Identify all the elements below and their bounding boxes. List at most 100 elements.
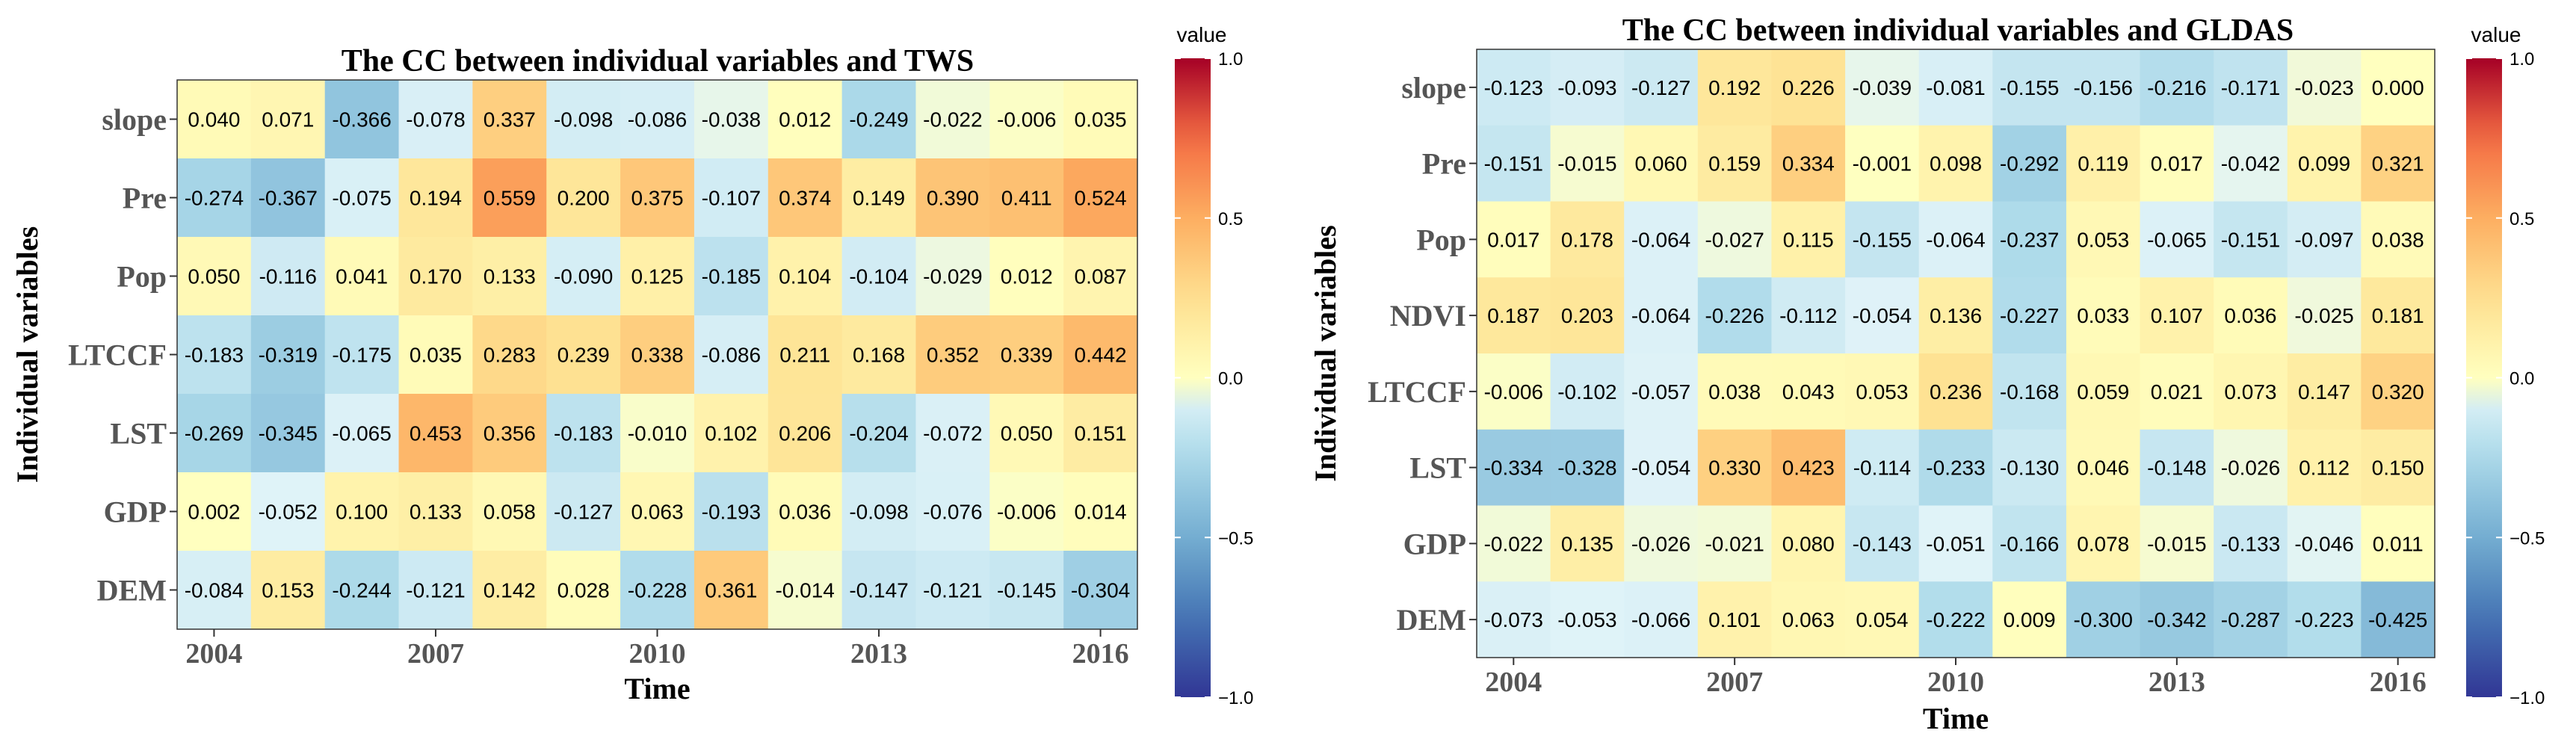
heatmap-cell	[694, 237, 769, 316]
cell-value-label: 0.099	[2298, 152, 2350, 176]
cell-value-label: -0.051	[1926, 532, 1985, 555]
heatmap-cell	[324, 158, 400, 238]
y-tick-label: slope	[102, 103, 167, 137]
heatmap-cell	[2214, 125, 2288, 202]
heatmap-cell	[620, 394, 695, 473]
heatmap-cell	[324, 80, 400, 159]
cell-value-label: -0.093	[1557, 76, 1616, 99]
heatmap-cell	[1992, 277, 2067, 354]
cell-value-label: -0.226	[1705, 304, 1764, 327]
cell-value-label: 0.038	[1708, 380, 1761, 404]
cell-value-label: 0.041	[336, 265, 388, 288]
x-tick-label: 2010	[1927, 667, 1984, 698]
heatmap-cell	[398, 394, 473, 473]
cell-value-label: 0.119	[2078, 152, 2128, 176]
cell-value-label: 0.046	[2077, 457, 2129, 480]
heatmap-cell	[841, 158, 916, 238]
heatmap-cell	[546, 315, 621, 395]
cell-value-label: -0.064	[1926, 228, 1985, 251]
cell-value-label: -0.244	[332, 579, 391, 602]
cell-value-label: 0.153	[262, 579, 314, 602]
cell-value-label: -0.237	[2000, 228, 2059, 251]
heatmap-cell	[472, 394, 547, 473]
heatmap-cell	[841, 472, 916, 551]
heatmap-cell	[2214, 353, 2288, 430]
heatmap-cell	[2361, 353, 2436, 430]
heatmap-cell	[1550, 125, 1625, 202]
heatmap-cell	[472, 80, 547, 159]
heatmap-cell	[546, 80, 621, 159]
heatmap-cell	[1918, 49, 1993, 126]
heatmap-cell	[620, 80, 695, 159]
cell-value-label: 0.192	[1708, 76, 1761, 99]
heatmap-cell	[2287, 201, 2362, 278]
heatmap-panel-tws: The CC between individual variables and …	[10, 23, 1253, 708]
heatmap-cell	[1477, 277, 1551, 354]
heatmap-cell	[1477, 201, 1551, 278]
cell-value-label: 0.151	[1075, 422, 1127, 445]
heatmap-cell	[1550, 49, 1625, 126]
cell-value-label: -0.015	[2147, 532, 2206, 555]
x-tick-label: 2016	[2370, 667, 2427, 698]
heatmap-cell	[841, 394, 916, 473]
cell-value-label: -0.039	[1853, 76, 1912, 99]
cell-value-label: 0.012	[1001, 265, 1053, 288]
heatmap-cell	[2066, 49, 2141, 126]
cell-value-label: -0.334	[1484, 457, 1543, 480]
heatmap-cell	[2361, 581, 2436, 658]
cell-value-label: -0.175	[332, 344, 391, 367]
heatmap-cell	[2287, 277, 2362, 354]
cell-value-label: 0.053	[2077, 228, 2129, 251]
legend-tick-label: −0.5	[1218, 528, 1253, 548]
cell-value-label: -0.064	[1631, 228, 1690, 251]
cell-value-label: -0.156	[2074, 76, 2133, 99]
heatmap-cell	[1992, 505, 2067, 582]
heatmap-cell	[915, 394, 990, 473]
heatmap-cell	[2361, 125, 2436, 202]
heatmap-cell	[2066, 353, 2141, 430]
x-axis-title: Time	[1923, 702, 1989, 735]
cell-value-label: -0.026	[2221, 457, 2280, 480]
heatmap-cell	[2361, 429, 2436, 506]
cell-value-label: -0.075	[332, 187, 391, 210]
cell-value-label: -0.204	[849, 422, 908, 445]
heatmap-cell	[2140, 505, 2214, 582]
legend-tick-label: 1.0	[1218, 49, 1243, 69]
cell-value-label: 0.080	[1782, 532, 1835, 555]
cell-value-label: -0.084	[185, 579, 244, 602]
heatmap-cell	[2287, 353, 2362, 430]
cell-value-label: 0.011	[2373, 532, 2424, 555]
heatmap-cell	[1845, 581, 1920, 658]
heatmap-cell	[177, 551, 252, 630]
legend-tick-label: 1.0	[2509, 49, 2534, 69]
heatmap-cell	[1477, 49, 1551, 126]
cell-value-label: -0.123	[1484, 76, 1543, 99]
cell-value-label: -0.053	[1557, 608, 1616, 631]
cell-value-label: 0.334	[1782, 152, 1835, 176]
legend-title: value	[2471, 23, 2521, 46]
cell-value-label: -0.015	[1557, 152, 1616, 176]
heatmap-cell	[250, 158, 326, 238]
cell-value-label: 0.098	[1930, 152, 1982, 176]
y-tick-label: Pop	[1416, 223, 1466, 256]
cell-value-label: 0.087	[1075, 265, 1127, 288]
heatmap-cell	[2140, 429, 2214, 506]
heatmap-cell	[1918, 125, 1993, 202]
heatmap-cell	[1063, 237, 1138, 316]
cell-value-label: 0.058	[484, 501, 536, 524]
heatmap-cell	[2361, 277, 2436, 354]
cell-value-label: -0.046	[2294, 532, 2353, 555]
cell-value-label: 0.125	[631, 265, 683, 288]
cell-value-label: 0.050	[1001, 422, 1053, 445]
y-axis-title: Individual variables	[10, 226, 44, 483]
cell-value-label: 0.136	[1930, 304, 1982, 327]
heatmap-cell	[1477, 353, 1551, 430]
heatmap-cell	[915, 472, 990, 551]
cell-value-label: 0.211	[779, 344, 830, 367]
cell-value-label: -0.112	[1779, 304, 1837, 327]
heatmap-cell	[1550, 581, 1625, 658]
cell-value-label: 0.053	[1856, 380, 1908, 404]
heatmap-cell	[2361, 505, 2436, 582]
cell-value-label: 0.102	[705, 422, 757, 445]
cell-value-label: 0.187	[1487, 304, 1539, 327]
